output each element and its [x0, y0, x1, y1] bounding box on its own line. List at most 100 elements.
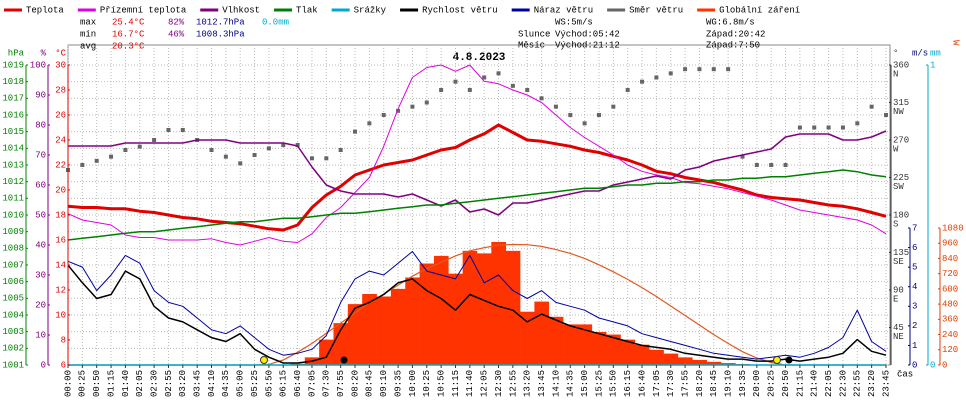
y-tick-label: 1 [930, 60, 935, 70]
direction-point [152, 138, 157, 142]
sunrise-marker [260, 356, 268, 364]
radiation-bar [405, 277, 420, 365]
y-tick-label: 240 [942, 330, 958, 340]
direction-point [726, 67, 731, 72]
compass-label: NW [893, 107, 904, 117]
x-tick-label: 13:45 [537, 370, 547, 397]
x-tick-label: 16:15 [623, 370, 633, 397]
axis-title: W [951, 40, 961, 46]
direction-point [640, 79, 645, 84]
radiation-bar [577, 324, 593, 365]
compass-label: W [893, 144, 899, 154]
stat-max: 1012.7hPa [196, 17, 245, 27]
series-line [67, 123, 887, 232]
legend-label: Globální záření [719, 5, 800, 15]
y-tick-label: 0 [942, 360, 947, 370]
x-tick-label: 11:40 [465, 370, 475, 397]
radiation-bar [563, 324, 578, 365]
y-tick-label: 1016 [2, 110, 24, 120]
radiation-bar [319, 339, 334, 365]
direction-point [123, 148, 128, 152]
x-tick-label: 13:20 [523, 370, 533, 397]
x-tick-label: 18:45 [709, 370, 719, 397]
axis-title: mm [930, 48, 941, 58]
direction-point [353, 129, 358, 134]
radiation-bar [534, 301, 550, 365]
radiation-bar [376, 296, 392, 365]
direction-point [109, 154, 114, 159]
y-tick-label: 1019 [2, 60, 24, 70]
stat-avg: 20.3°C [112, 41, 145, 51]
x-tick-label: 22:55 [853, 370, 863, 397]
y-tick-label: 1017 [2, 94, 24, 104]
legend-label: Směr větru [629, 5, 683, 15]
series-line [67, 264, 887, 364]
y-tick-label: 45 [893, 323, 904, 333]
direction-point [697, 67, 702, 72]
legend-label: Teplota [26, 5, 64, 15]
direction-point [611, 104, 616, 109]
direction-point [683, 67, 688, 72]
radiation-bar [433, 255, 449, 365]
y-tick-label: 225 [893, 173, 909, 183]
y-tick-label: 135 [893, 248, 909, 258]
compass-label: N [893, 69, 898, 79]
info-moon-set: Západ:7:50 [706, 40, 760, 50]
sunset-marker [773, 356, 781, 364]
radiation-bar [692, 359, 707, 365]
y-tick-label: 40 [35, 240, 46, 250]
x-tick-label: 05:00 [236, 370, 246, 397]
x-tick-label: 04:10 [207, 370, 217, 397]
compass-label: SW [893, 182, 904, 192]
axis-title: hPa [8, 48, 25, 58]
x-tick-label: 23:20 [867, 370, 877, 397]
y-tick-label: 1008 [2, 244, 24, 254]
y-tick-label: 100 [30, 60, 46, 70]
x-tick-label: 20:00 [752, 370, 762, 397]
y-tick-label: 360 [893, 60, 909, 70]
y-tick-label: 1005 [2, 294, 24, 304]
x-tick-label: 19:10 [724, 370, 734, 397]
radiation-bar [606, 334, 621, 365]
direction-point [797, 125, 802, 130]
direction-point [166, 128, 171, 132]
y-tick-label: 4 [912, 282, 917, 292]
y-tick-label: 1 [912, 341, 917, 351]
y-tick-label: 1006 [2, 277, 24, 287]
radiation-bar [634, 344, 650, 365]
compass-label: S [893, 219, 898, 229]
legend-label: Náraz větru [534, 5, 593, 15]
y-tick-label: 315 [893, 98, 909, 108]
y-tick-label: 30 [35, 270, 46, 280]
direction-point [510, 83, 515, 88]
y-tick-label: 270 [893, 135, 909, 145]
y-tick-label: 120 [942, 345, 958, 355]
direction-point [223, 154, 228, 159]
direction-point [826, 125, 831, 130]
y-tick-label: 12 [55, 285, 66, 295]
x-tick-label: 05:25 [250, 370, 260, 397]
compass-label: SE [893, 257, 904, 267]
radiation-bar [362, 293, 377, 365]
x-tick-label: 05:50 [264, 370, 274, 397]
radiation-bar [491, 241, 507, 365]
x-tick-label: 15:00 [580, 370, 590, 397]
x-tick-label: 15:25 [594, 370, 604, 397]
x-tick-label: 23:45 [881, 370, 891, 397]
x-tick-label: 00:00 [63, 370, 73, 397]
axis-title: % [41, 48, 47, 58]
y-tick-label: 1001 [2, 360, 24, 370]
stat-max: 0.0mm [262, 17, 289, 27]
info-sun: Slunce [518, 29, 550, 39]
direction-point [424, 100, 429, 105]
y-tick-label: 90 [893, 285, 904, 295]
y-tick-label: 1011 [2, 194, 24, 204]
x-tick-label: 02:30 [149, 370, 159, 397]
x-tick-label: 01:40 [121, 370, 131, 397]
series-line [68, 130, 887, 216]
direction-point [596, 113, 601, 117]
y-tick-label: 0 [912, 360, 917, 370]
direction-point [884, 113, 888, 117]
y-tick-label: 1013 [2, 160, 24, 170]
direction-point [410, 104, 415, 109]
